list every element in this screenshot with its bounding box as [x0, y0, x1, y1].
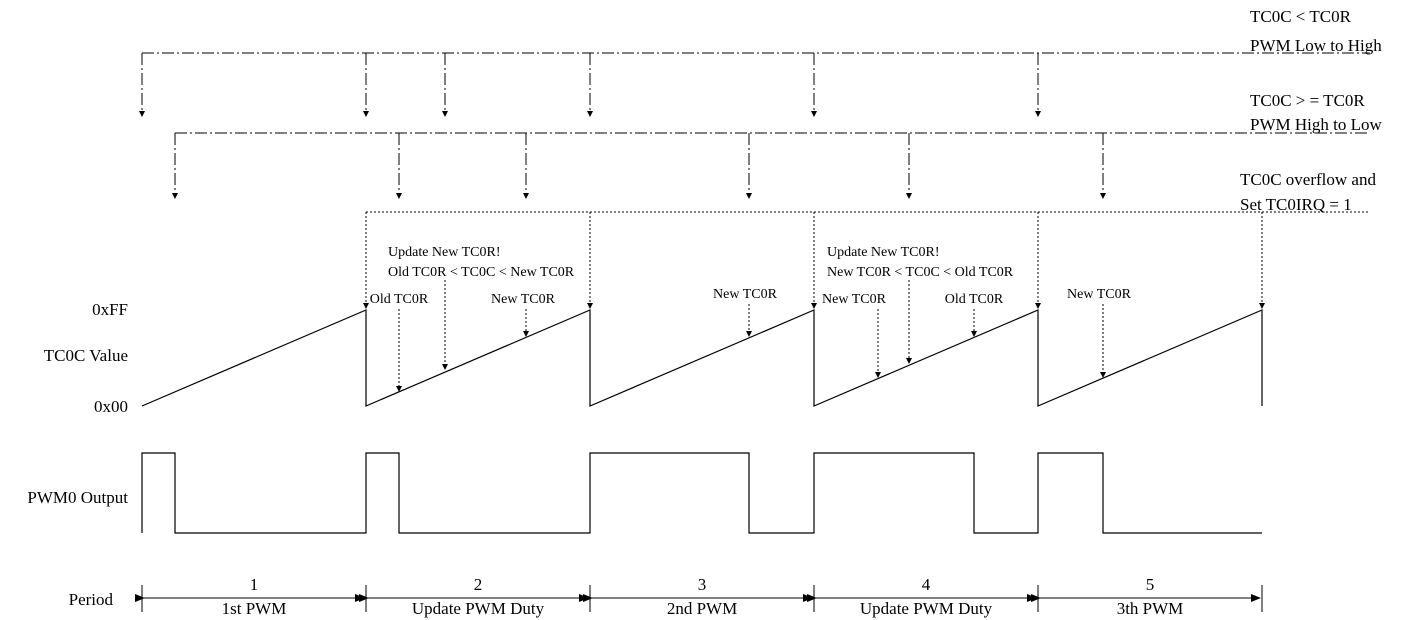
- period-number: 5: [1146, 575, 1155, 594]
- tc0r-marker-label: Old TC0R: [945, 292, 1004, 307]
- period-1: 1 1st PWM: [135, 575, 365, 618]
- pwm-output-label: PWM0 Output: [27, 488, 128, 507]
- update-note-period-4: Update New TC0R! New TC0R < TC0C < Old T…: [827, 245, 1014, 280]
- period-number: 2: [474, 575, 483, 594]
- update-note-period-2: Update New TC0R! Old TC0R < TC0C < New T…: [388, 245, 575, 280]
- period-name: Update PWM Duty: [412, 599, 545, 618]
- period-number: 4: [922, 575, 931, 594]
- legend-high-to-low-line2: PWM High to Low: [1250, 115, 1382, 134]
- period-5: 5 3th PWM: [1031, 575, 1261, 618]
- update-note-line: Update New TC0R!: [827, 245, 940, 260]
- pwm0-output-waveform: [141, 452, 1262, 534]
- legend-overflow-line2: Set TC0IRQ = 1: [1240, 195, 1352, 214]
- tc0c-sawtooth: [141, 309, 1263, 407]
- period-name: 2nd PWM: [667, 599, 737, 618]
- legend-low-to-high: TC0C < TC0R PWM Low to High: [1250, 7, 1382, 55]
- legend-overflow: TC0C overflow and Set TC0IRQ = 1: [1240, 170, 1376, 214]
- period-label: Period: [69, 590, 114, 609]
- legend-low-to-high-line1: TC0C < TC0R: [1250, 7, 1352, 26]
- event-line-low-to-high: [139, 52, 1370, 117]
- tc0r-marker-label: New TC0R: [822, 292, 887, 307]
- period-2: 2 Update PWM Duty: [359, 575, 589, 618]
- period-4: 4 Update PWM Duty: [807, 575, 1037, 618]
- tc0r-markers: Old TC0R New TC0R New TC0R New TC0R Old …: [370, 280, 1132, 392]
- legend-high-to-low-line1: TC0C > = TC0R: [1250, 91, 1365, 110]
- legend-overflow-line1: TC0C overflow and: [1240, 170, 1376, 189]
- update-note-condition: Old TC0R < TC0C < New TC0R: [388, 265, 575, 280]
- max-value-label: 0xFF: [92, 300, 128, 319]
- tc0r-marker-label: New TC0R: [1067, 287, 1132, 302]
- tc0r-marker-label: New TC0R: [491, 292, 556, 307]
- event-line-overflow: [363, 211, 1370, 309]
- period-number: 3: [698, 575, 707, 594]
- legend-high-to-low: TC0C > = TC0R PWM High to Low: [1250, 91, 1382, 134]
- update-note-line: Update New TC0R!: [388, 245, 501, 260]
- tc0r-marker-label: Old TC0R: [370, 292, 429, 307]
- period-name: 1st PWM: [222, 599, 287, 618]
- period-number: 1: [250, 575, 259, 594]
- period-name: 3th PWM: [1117, 599, 1184, 618]
- legend-low-to-high-line2: PWM Low to High: [1250, 36, 1382, 55]
- period-name: Update PWM Duty: [860, 599, 993, 618]
- tc0r-marker-label: New TC0R: [713, 287, 778, 302]
- period-3: 3 2nd PWM: [583, 575, 813, 618]
- counter-value-label: TC0C Value: [44, 346, 128, 365]
- event-line-high-to-low: [172, 132, 1370, 199]
- update-note-condition: New TC0R < TC0C < Old TC0R: [827, 265, 1014, 280]
- min-value-label: 0x00: [94, 397, 128, 416]
